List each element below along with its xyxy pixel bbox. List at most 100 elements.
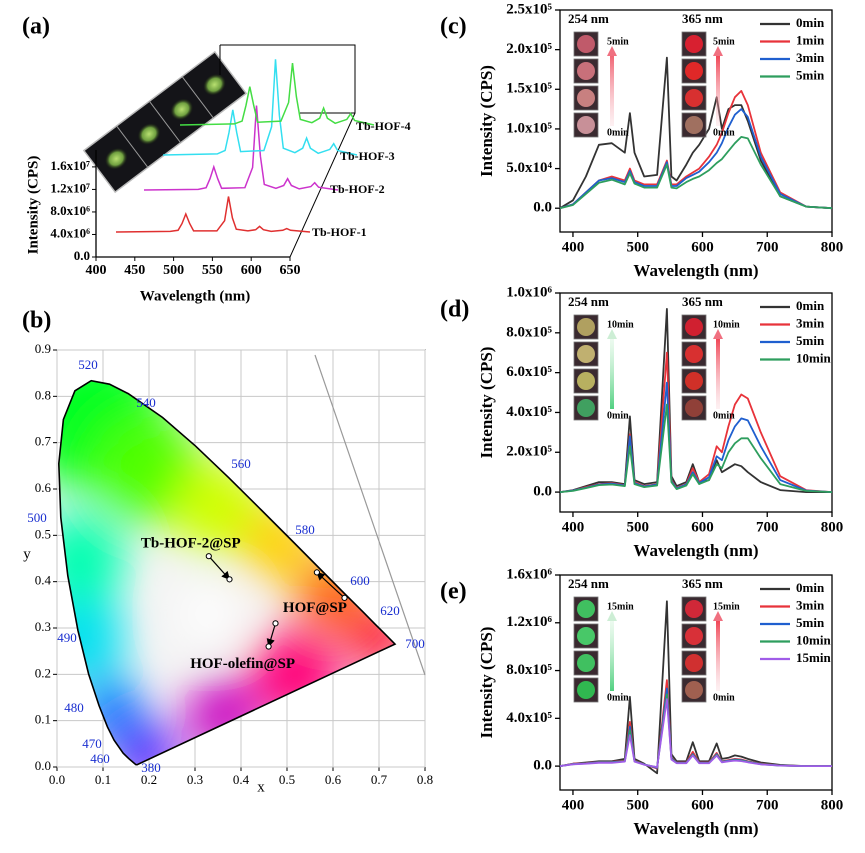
x-tick-label: 0.3 xyxy=(187,772,203,787)
x-axis-title: Wavelength (nm) xyxy=(633,819,758,838)
y-tick-label: 0.5 xyxy=(35,526,51,541)
inset-label: 365 nm xyxy=(682,11,723,26)
inset-label: 365 nm xyxy=(682,294,723,309)
y-axis-title: Intensity (CPS) xyxy=(477,347,496,459)
y-tick-label: 4.0x10⁵ xyxy=(506,404,552,420)
inset-photo-sample xyxy=(685,681,703,699)
inset-time-label: 0min xyxy=(713,692,735,703)
plot-frame xyxy=(559,574,833,791)
point-label: HOF@SP xyxy=(283,600,347,616)
wavelength-label: 480 xyxy=(64,700,84,715)
shift-arrow xyxy=(266,623,277,648)
y-tick-label: 0.0 xyxy=(74,248,90,263)
wavelength-label: 560 xyxy=(231,456,251,471)
inset-time-label: 0min xyxy=(607,410,629,421)
inset-arrow-head xyxy=(713,46,723,56)
frame-3d xyxy=(220,44,356,114)
legend-label: 5min xyxy=(796,333,825,348)
series-line xyxy=(162,59,358,156)
x-tick-label: 0.8 xyxy=(417,772,433,787)
x-tick-label: 0.5 xyxy=(279,772,295,787)
inset-photo-sample xyxy=(577,627,595,645)
x-tick-label: 500 xyxy=(163,263,184,278)
shift-arrow xyxy=(208,555,231,580)
x-axis-title: Wavelength (nm) xyxy=(633,541,758,560)
panel-label: (b) xyxy=(22,308,51,334)
y-axis-title: Intensity (CPS) xyxy=(477,65,496,177)
color-point xyxy=(272,620,279,627)
wavelength-label: 470 xyxy=(82,736,102,751)
x-tick-label: 700 xyxy=(756,519,779,535)
y-tick-label: 8.0x10⁵ xyxy=(506,662,552,678)
y-tick-label: 6.0x10⁵ xyxy=(506,364,552,380)
legend-label: 15min xyxy=(796,650,831,665)
fill-blob xyxy=(58,512,126,605)
y-tick-label: 8.0x10⁶ xyxy=(50,203,90,218)
inset-photo-sample xyxy=(577,681,595,699)
inset-photo-sample xyxy=(577,345,595,363)
color-point xyxy=(205,553,212,560)
legend-label: 10min xyxy=(796,632,831,647)
x-tick-label: 0.4 xyxy=(233,772,250,787)
legend-label: 1min xyxy=(796,32,825,47)
inset-time-label: 15min xyxy=(607,601,634,612)
y-tick-label: 1.0x10⁵ xyxy=(506,120,552,136)
inset-photo-sample xyxy=(577,600,595,618)
y-tick-label: 0.4 xyxy=(35,573,52,588)
series-label: Tb-HOF-2 xyxy=(330,182,385,196)
x-tick-label: 600 xyxy=(691,239,714,255)
color-point xyxy=(265,643,272,650)
y-tick-label: 1.5x10⁵ xyxy=(506,81,552,97)
legend-label: 10min xyxy=(796,350,831,365)
inset-photo-sample xyxy=(685,318,703,336)
series-label: Tb-HOF-1 xyxy=(312,225,367,239)
inset-label: 254 nm xyxy=(568,294,609,309)
inset-arrow-head xyxy=(607,611,617,621)
inset-arrow xyxy=(716,619,720,691)
legend-label: 3min xyxy=(796,597,825,612)
y-axis-title: Intensity (CPS) xyxy=(477,627,496,739)
wavelength-label: 490 xyxy=(57,630,77,645)
y-tick-label: 0.0 xyxy=(533,758,552,774)
inset-arrow xyxy=(610,619,614,691)
y-tick-label: 0.0 xyxy=(533,200,552,216)
y-tick-label: 1.2x10⁷ xyxy=(50,180,90,195)
series-label: Tb-HOF-3 xyxy=(340,149,395,163)
x-tick-label: 400 xyxy=(562,797,585,813)
panel-label: (e) xyxy=(440,579,467,605)
x-tick-label: 650 xyxy=(280,263,301,278)
x-tick-label: 500 xyxy=(626,239,649,255)
inset-time-label: 0min xyxy=(713,127,735,138)
inset-label: 254 nm xyxy=(568,11,609,26)
x-tick-label: 400 xyxy=(562,239,585,255)
y-tick-label: 0.0 xyxy=(533,484,552,500)
y-tick-label: 0.7 xyxy=(35,434,52,449)
fill-blob xyxy=(181,586,237,642)
series-line xyxy=(179,63,375,126)
x-tick-label: 400 xyxy=(86,263,107,278)
wavelength-label: 460 xyxy=(90,751,110,766)
x-axis-title: x xyxy=(257,779,265,795)
frame-3d xyxy=(289,112,356,258)
wavelength-label: 600 xyxy=(350,573,370,588)
inset-photo-sample xyxy=(685,62,703,80)
x-tick-label: 550 xyxy=(202,263,223,278)
y-tick-label: 1.2x10⁶ xyxy=(506,614,552,630)
series-line xyxy=(115,196,311,233)
inset-time-label: 0min xyxy=(607,127,629,138)
y-tick-label: 1.0x10⁶ xyxy=(506,284,552,300)
inset-photo-sample xyxy=(577,372,595,390)
inset-time-label: 0min xyxy=(713,410,735,421)
y-tick-label: 0.1 xyxy=(35,712,51,727)
inset-photo-sample xyxy=(685,89,703,107)
inset-arrow-head xyxy=(713,329,723,339)
wavelength-label: 380 xyxy=(141,760,161,775)
inset-arrow-head xyxy=(713,611,723,621)
x-tick-label: 800 xyxy=(821,797,844,813)
panel-label: (d) xyxy=(440,297,469,323)
y-tick-label: 0.6 xyxy=(35,480,52,495)
y-tick-label: 4.0x10⁶ xyxy=(50,225,90,240)
y-tick-label: 0.0 xyxy=(35,758,51,773)
